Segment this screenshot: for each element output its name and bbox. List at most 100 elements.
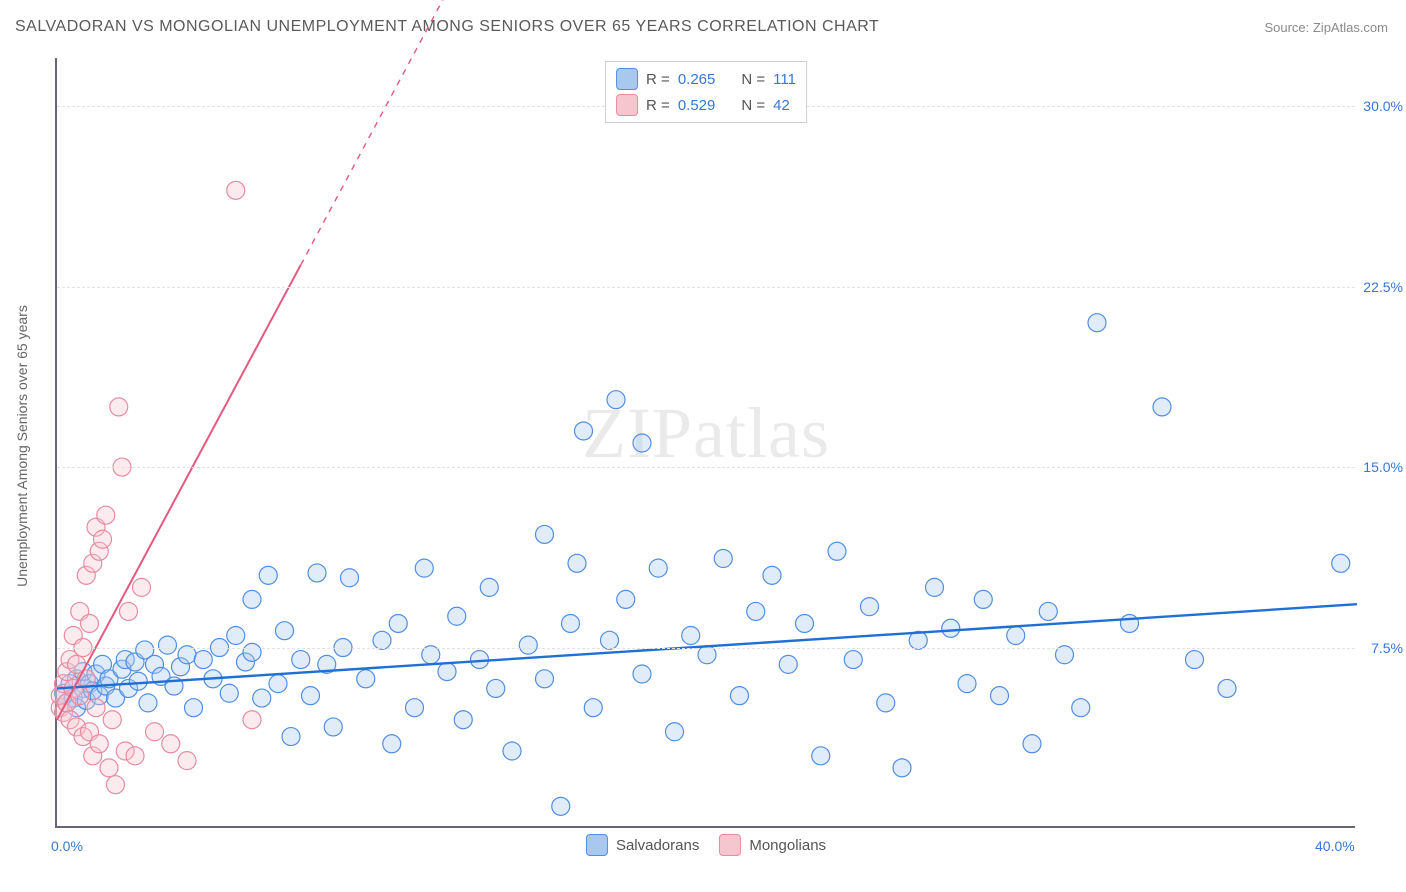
scatter-point[interactable] xyxy=(584,699,602,717)
scatter-point[interactable] xyxy=(120,602,138,620)
scatter-point[interactable] xyxy=(259,566,277,584)
scatter-point[interactable] xyxy=(796,614,814,632)
scatter-point[interactable] xyxy=(90,735,108,753)
scatter-point[interactable] xyxy=(415,559,433,577)
scatter-point[interactable] xyxy=(682,627,700,645)
scatter-point[interactable] xyxy=(383,735,401,753)
scatter-point[interactable] xyxy=(731,687,749,705)
scatter-point[interactable] xyxy=(1088,314,1106,332)
scatter-point[interactable] xyxy=(302,687,320,705)
scatter-point[interactable] xyxy=(714,550,732,568)
scatter-point[interactable] xyxy=(243,711,261,729)
scatter-point[interactable] xyxy=(1007,627,1025,645)
trend-line-extrapolated xyxy=(301,0,464,265)
n-label: N = xyxy=(741,97,765,114)
scatter-point[interactable] xyxy=(357,670,375,688)
series-legend-label: Salvadorans xyxy=(616,837,699,854)
scatter-point[interactable] xyxy=(536,525,554,543)
scatter-point[interactable] xyxy=(227,181,245,199)
scatter-point[interactable] xyxy=(107,776,125,794)
scatter-point[interactable] xyxy=(162,735,180,753)
scatter-point[interactable] xyxy=(1186,651,1204,669)
scatter-point[interactable] xyxy=(844,651,862,669)
scatter-point[interactable] xyxy=(133,578,151,596)
scatter-point[interactable] xyxy=(159,636,177,654)
scatter-point[interactable] xyxy=(81,614,99,632)
chart-title: SALVADORAN VS MONGOLIAN UNEMPLOYMENT AMO… xyxy=(15,18,879,36)
series-legend-item[interactable]: Mongolians xyxy=(719,834,826,856)
scatter-point[interactable] xyxy=(633,665,651,683)
scatter-point[interactable] xyxy=(253,689,271,707)
scatter-point[interactable] xyxy=(607,391,625,409)
r-label: R = xyxy=(646,97,670,114)
scatter-point[interactable] xyxy=(828,542,846,560)
scatter-point[interactable] xyxy=(747,602,765,620)
scatter-point[interactable] xyxy=(87,699,105,717)
scatter-point[interactable] xyxy=(1121,614,1139,632)
scatter-point[interactable] xyxy=(389,614,407,632)
scatter-point[interactable] xyxy=(178,752,196,770)
scatter-point[interactable] xyxy=(861,598,879,616)
scatter-point[interactable] xyxy=(926,578,944,596)
scatter-point[interactable] xyxy=(1023,735,1041,753)
scatter-point[interactable] xyxy=(341,569,359,587)
scatter-point[interactable] xyxy=(1072,699,1090,717)
scatter-point[interactable] xyxy=(519,636,537,654)
scatter-point[interactable] xyxy=(575,422,593,440)
stats-legend: R =0.265N =111R =0.529N =42 xyxy=(605,61,807,123)
scatter-point[interactable] xyxy=(126,747,144,765)
scatter-point[interactable] xyxy=(103,711,121,729)
scatter-point[interactable] xyxy=(763,566,781,584)
scatter-point[interactable] xyxy=(448,607,466,625)
scatter-point[interactable] xyxy=(779,655,797,673)
scatter-point[interactable] xyxy=(406,699,424,717)
scatter-point[interactable] xyxy=(129,672,147,690)
series-legend: Salvadorans Mongolians xyxy=(586,834,826,856)
scatter-point[interactable] xyxy=(139,694,157,712)
scatter-point[interactable] xyxy=(308,564,326,582)
scatter-point[interactable] xyxy=(1332,554,1350,572)
scatter-point[interactable] xyxy=(877,694,895,712)
scatter-point[interactable] xyxy=(269,675,287,693)
scatter-point[interactable] xyxy=(617,590,635,608)
scatter-point[interactable] xyxy=(94,530,112,548)
scatter-point[interactable] xyxy=(110,398,128,416)
scatter-point[interactable] xyxy=(991,687,1009,705)
scatter-point[interactable] xyxy=(487,679,505,697)
source-credit: Source: ZipAtlas.com xyxy=(1264,20,1388,35)
scatter-point[interactable] xyxy=(243,590,261,608)
scatter-point[interactable] xyxy=(812,747,830,765)
scatter-point[interactable] xyxy=(220,684,238,702)
scatter-point[interactable] xyxy=(480,578,498,596)
series-legend-item[interactable]: Salvadorans xyxy=(586,834,699,856)
scatter-point[interactable] xyxy=(438,663,456,681)
scatter-point[interactable] xyxy=(1218,679,1236,697)
scatter-point[interactable] xyxy=(942,619,960,637)
scatter-point[interactable] xyxy=(633,434,651,452)
scatter-point[interactable] xyxy=(146,723,164,741)
scatter-point[interactable] xyxy=(536,670,554,688)
scatter-point[interactable] xyxy=(185,699,203,717)
scatter-point[interactable] xyxy=(97,506,115,524)
scatter-point[interactable] xyxy=(100,759,118,777)
scatter-point[interactable] xyxy=(292,651,310,669)
scatter-point[interactable] xyxy=(568,554,586,572)
scatter-point[interactable] xyxy=(503,742,521,760)
scatter-point[interactable] xyxy=(454,711,472,729)
scatter-point[interactable] xyxy=(666,723,684,741)
scatter-point[interactable] xyxy=(227,627,245,645)
scatter-point[interactable] xyxy=(649,559,667,577)
scatter-point[interactable] xyxy=(324,718,342,736)
scatter-point[interactable] xyxy=(562,614,580,632)
scatter-point[interactable] xyxy=(893,759,911,777)
scatter-point[interactable] xyxy=(276,622,294,640)
scatter-point[interactable] xyxy=(282,728,300,746)
scatter-point[interactable] xyxy=(974,590,992,608)
scatter-point[interactable] xyxy=(958,675,976,693)
grid-line xyxy=(57,287,1355,288)
scatter-point[interactable] xyxy=(1039,602,1057,620)
scatter-point[interactable] xyxy=(552,797,570,815)
scatter-point[interactable] xyxy=(194,651,212,669)
scatter-point[interactable] xyxy=(243,643,261,661)
scatter-point[interactable] xyxy=(1153,398,1171,416)
